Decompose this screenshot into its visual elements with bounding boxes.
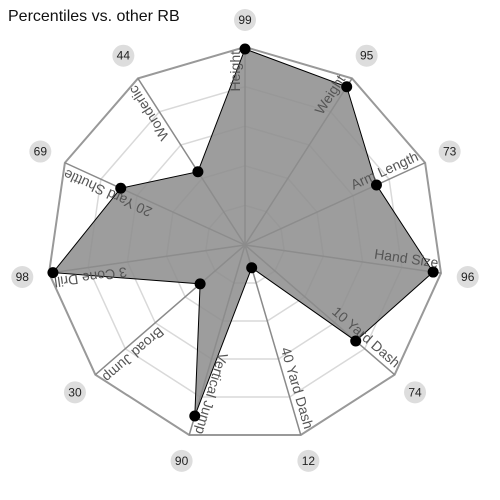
value-badge xyxy=(456,266,479,289)
series-area xyxy=(51,48,434,417)
value-label: 90 xyxy=(175,454,189,468)
value-label: 95 xyxy=(360,49,374,63)
data-point xyxy=(350,335,362,347)
chart-title: Percentiles vs. other RB xyxy=(8,8,180,25)
value-label: 12 xyxy=(302,454,316,468)
data-point xyxy=(246,262,258,274)
value-badge xyxy=(404,381,427,404)
axis-spoke xyxy=(244,244,302,436)
data-point xyxy=(192,166,204,178)
data-point xyxy=(47,267,59,279)
value-label: 96 xyxy=(461,270,475,284)
series-polygon xyxy=(51,48,434,417)
data-point xyxy=(189,410,201,422)
value-badge xyxy=(297,449,320,472)
data-point xyxy=(115,182,127,194)
data-point xyxy=(341,81,353,93)
axis-label: 40 Yard Dash xyxy=(278,345,317,430)
data-point xyxy=(370,179,382,191)
value-badges: 99 95 73 96 74 12 90 30 98 69 44 xyxy=(11,9,479,472)
axis-label: Height xyxy=(227,51,243,92)
value-badge xyxy=(355,44,378,67)
grid-ring xyxy=(87,85,403,398)
value-badge xyxy=(29,140,52,163)
value-label: 98 xyxy=(16,270,30,284)
value-label: 99 xyxy=(238,13,252,27)
value-badge xyxy=(438,140,461,163)
value-badge xyxy=(112,44,135,67)
value-label: 69 xyxy=(34,145,48,159)
grid-ring xyxy=(47,45,443,436)
value-label: 74 xyxy=(408,385,422,399)
value-label: 30 xyxy=(68,385,82,399)
axis-label: Broad Jump xyxy=(100,324,168,386)
axis-label: Wonderlic xyxy=(125,83,172,144)
data-points xyxy=(47,43,439,422)
value-badge xyxy=(63,381,86,404)
data-point xyxy=(427,266,439,278)
value-badge xyxy=(234,9,256,31)
value-label: 73 xyxy=(443,145,457,159)
value-label: 44 xyxy=(117,49,131,63)
value-badge xyxy=(170,449,193,472)
data-point xyxy=(239,43,251,55)
data-point xyxy=(194,278,206,290)
value-badge xyxy=(11,266,34,289)
